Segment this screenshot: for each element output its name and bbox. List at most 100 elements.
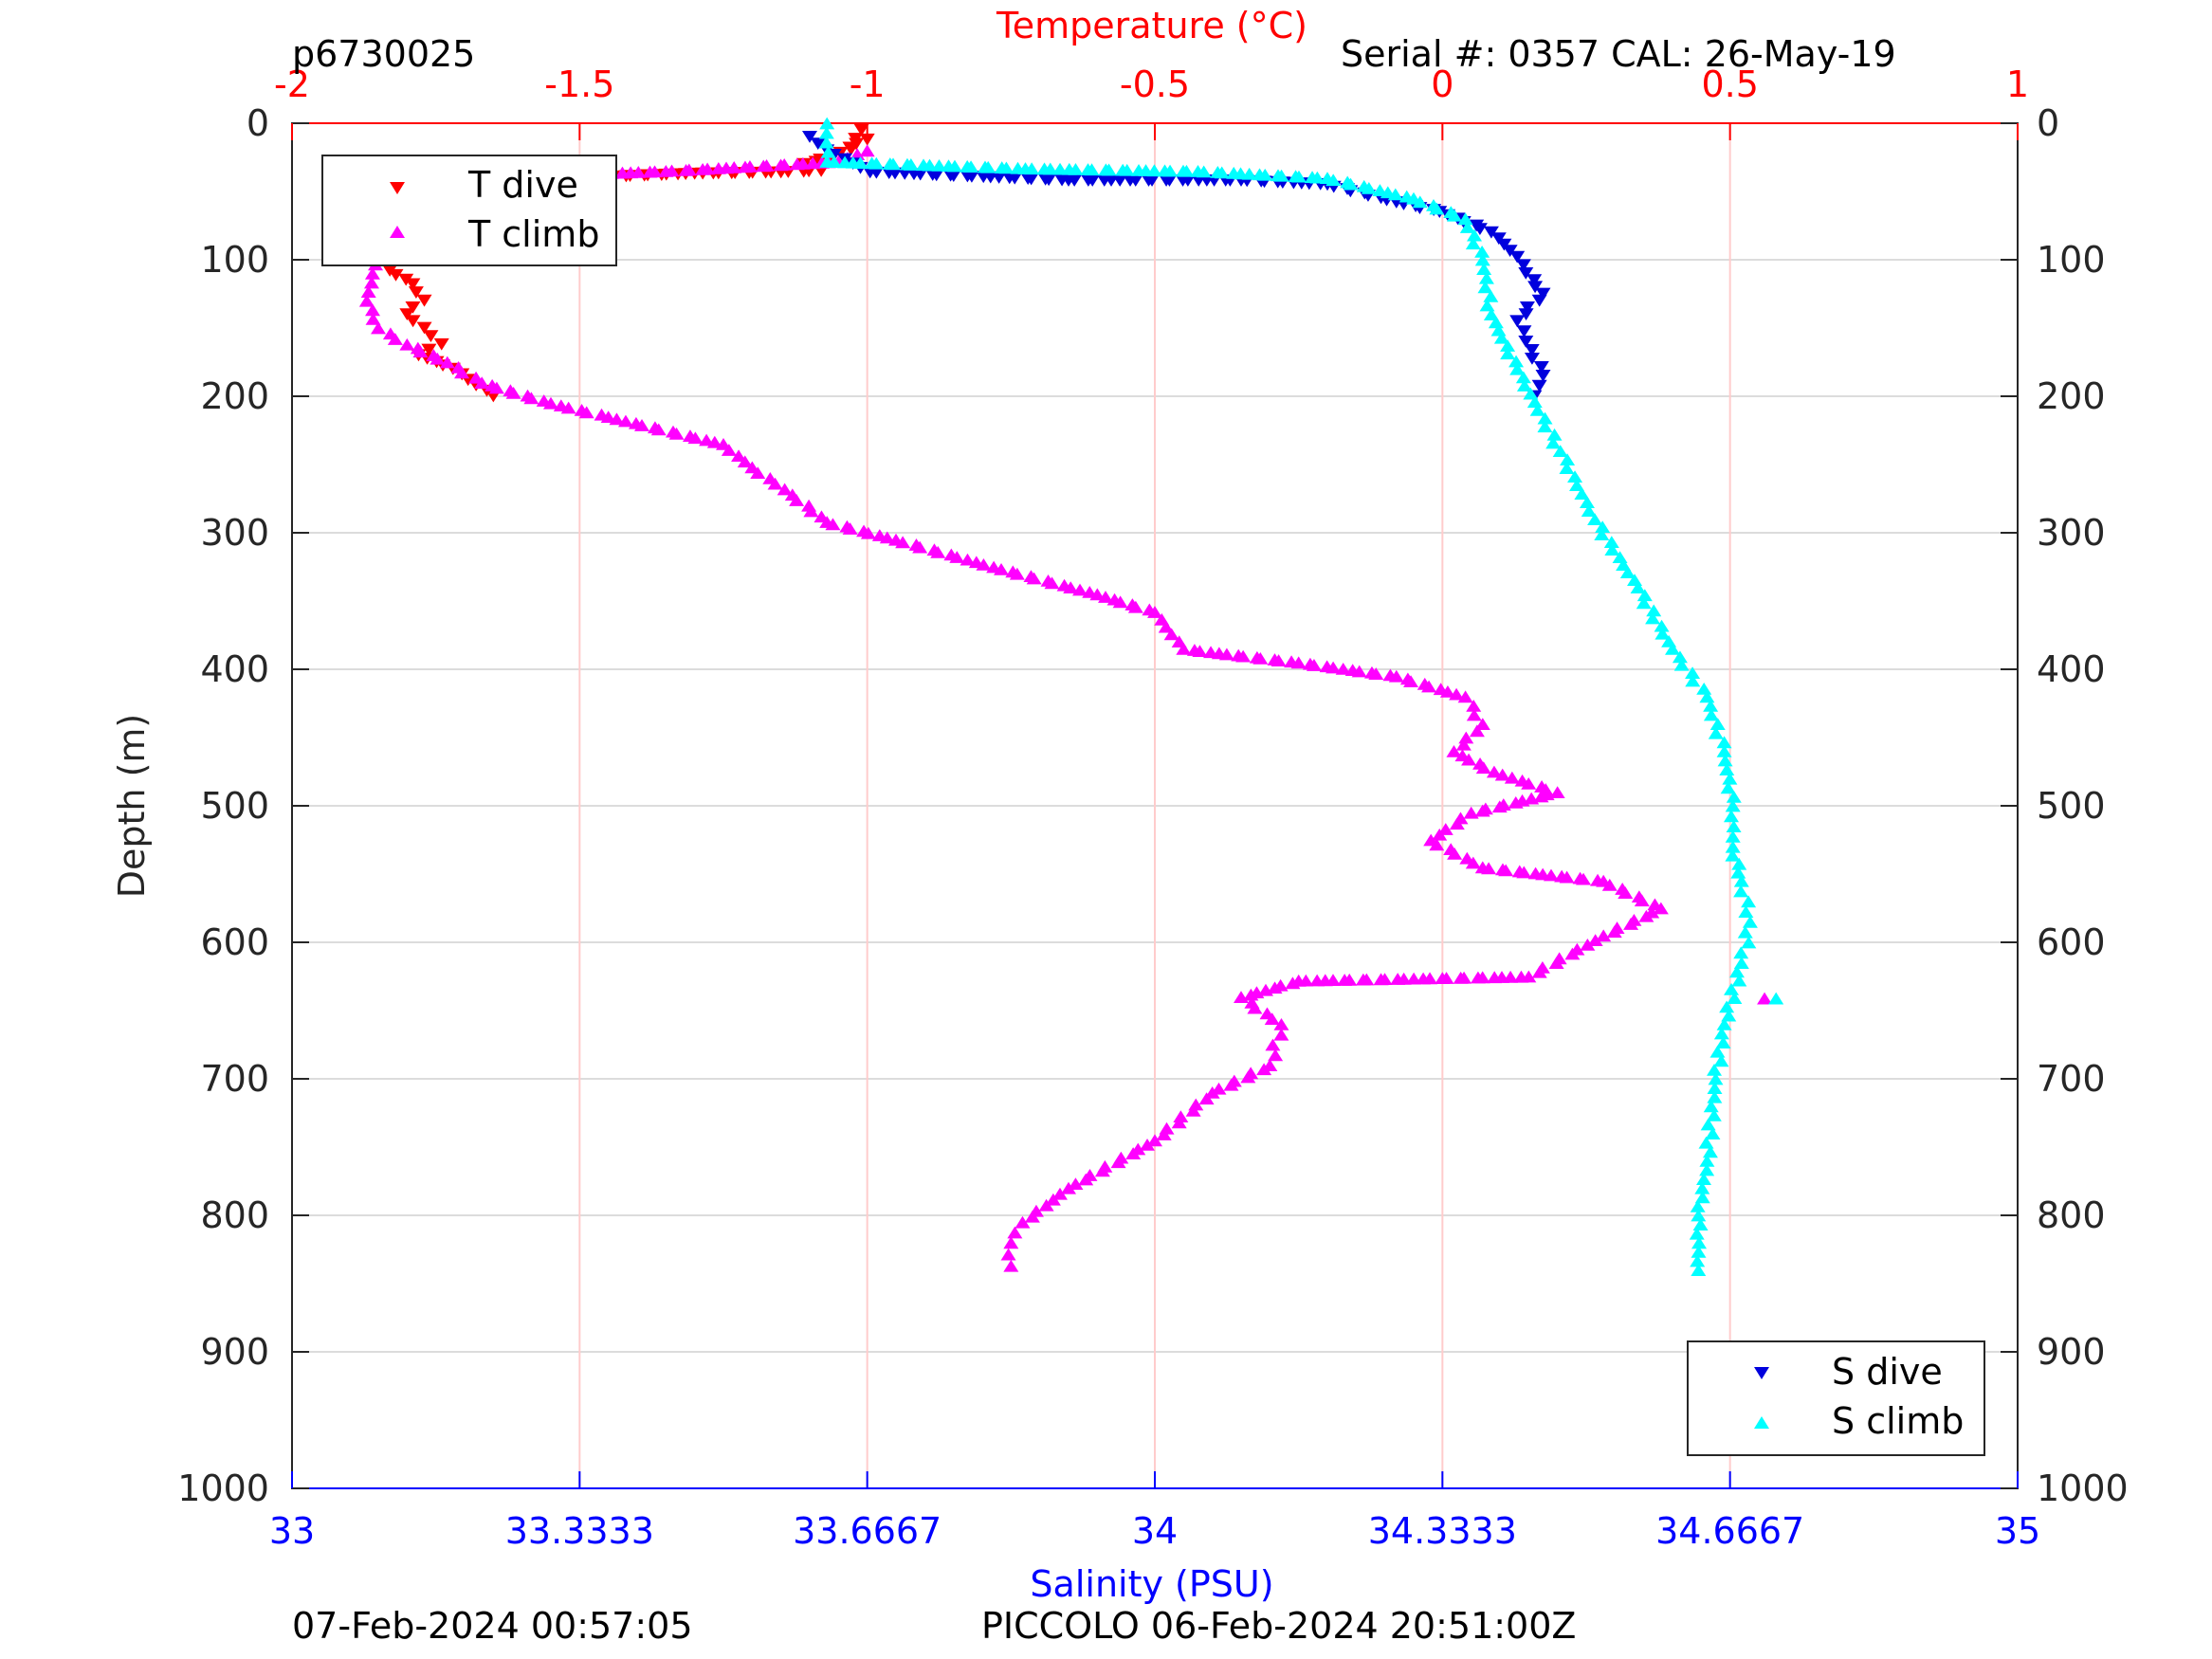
s-climb-point: [1708, 726, 1724, 739]
t-climb-point: [859, 144, 875, 157]
footer-timestamp: 07-Feb-2024 00:57:05: [292, 1605, 693, 1647]
salinity-tick-label: 34.3333: [1368, 1510, 1517, 1552]
t-climb-point: [750, 466, 766, 480]
t-climb-point: [1198, 1092, 1215, 1105]
s-climb-point: [1579, 496, 1595, 508]
t-climb-point: [1368, 667, 1384, 680]
s-climb-point: [963, 160, 979, 173]
s-climb-point: [1477, 281, 1493, 294]
s-climb-point: [852, 156, 868, 169]
t-climb-point: [1094, 1164, 1110, 1177]
s-climb-point: [1309, 171, 1325, 184]
t-climb-point: [1044, 576, 1060, 590]
t-climb-point: [474, 376, 490, 389]
t-climb-point: [1437, 823, 1453, 835]
t-climb-point: [1252, 651, 1269, 665]
t-climb-point: [1147, 606, 1162, 618]
t-climb-point: [737, 160, 753, 173]
s-climb-point: [1703, 1100, 1719, 1113]
depth-tick-label-left: 600: [200, 921, 269, 963]
s-climb-point: [1699, 690, 1715, 703]
salinity-tick-label: 34: [1132, 1510, 1178, 1552]
s-climb-point: [1595, 520, 1611, 533]
legend-t-climb-marker: [390, 226, 405, 238]
depth-tick-label-right: 0: [2037, 102, 2059, 144]
s-climb-point: [1483, 290, 1499, 302]
t-climb-point: [365, 303, 381, 317]
s-climb-point: [1630, 581, 1646, 593]
s-climb-point: [1459, 221, 1475, 233]
t-climb-point: [1416, 972, 1432, 985]
s-climb-point: [1537, 411, 1553, 425]
t-climb-point: [1000, 1248, 1016, 1261]
t-climb-point: [560, 401, 576, 414]
s-dive-point: [1127, 174, 1143, 187]
t-climb-point: [1474, 804, 1490, 817]
s-climb-point: [1567, 470, 1583, 483]
t-climb-point: [960, 553, 976, 566]
s-climb-point: [1723, 810, 1739, 823]
t-climb-point: [430, 352, 446, 365]
s-climb-point: [1429, 202, 1445, 215]
t-climb-point: [1243, 988, 1259, 1001]
t-dive-point: [416, 294, 432, 307]
t-climb-point: [1432, 828, 1448, 841]
depth-tick-label-right: 700: [2037, 1058, 2106, 1100]
s-dive-point: [1023, 173, 1039, 186]
s-dive-point: [868, 166, 885, 179]
temperature-tick-label: -1.5: [544, 64, 614, 105]
s-dive-point: [1516, 325, 1532, 337]
s-climb-point: [1515, 371, 1531, 384]
s-dive-point: [1535, 370, 1551, 382]
s-climb-point: [1691, 1264, 1707, 1276]
s-climb-point: [1483, 308, 1499, 320]
s-dive-point: [802, 131, 817, 143]
t-climb-point: [1127, 600, 1143, 613]
t-dive-point: [421, 343, 437, 356]
t-climb-point: [1596, 929, 1612, 942]
t-climb-point: [1007, 1226, 1023, 1239]
s-dive-point: [963, 170, 979, 183]
t-dive-point: [859, 133, 875, 146]
t-climb-point: [1453, 971, 1469, 984]
temperature-tick-label: 0: [1431, 64, 1453, 105]
t-climb-point: [364, 267, 380, 280]
s-climb-point: [1500, 347, 1516, 360]
depth-tick-label-left: 800: [200, 1194, 269, 1236]
t-climb-point: [1072, 583, 1088, 596]
t-climb-point: [1061, 1181, 1076, 1194]
s-climb-point: [1179, 164, 1195, 177]
t-climb-point: [609, 412, 625, 426]
s-climb-point: [1713, 1054, 1729, 1067]
t-climb-point: [1623, 918, 1639, 930]
t-climb-point: [1351, 665, 1367, 678]
t-climb-point: [412, 345, 429, 358]
t-climb-point: [1192, 645, 1208, 658]
t-climb-point: [678, 163, 694, 176]
t-climb-point: [879, 531, 895, 544]
t-climb-point: [1757, 992, 1773, 1005]
s-climb-point: [1603, 536, 1619, 548]
s-climb-point: [946, 159, 962, 173]
s-climb-point: [1722, 772, 1738, 785]
axis-ticks: [291, 122, 2019, 1489]
t-climb-point: [1449, 687, 1465, 701]
salinity-legend: S dive S climb: [1687, 1340, 1985, 1456]
s-climb-point: [1727, 992, 1743, 1005]
s-climb-point: [980, 160, 996, 173]
s-climb-point: [1719, 1000, 1735, 1013]
t-climb-point: [439, 356, 455, 369]
s-dive-point: [1496, 238, 1512, 251]
s-dive-point: [1519, 301, 1535, 314]
t-climb-point: [650, 423, 667, 436]
s-climb-point: [1476, 263, 1492, 275]
s-climb-point: [1707, 1082, 1723, 1094]
s-dive-point: [1535, 287, 1551, 301]
s-dive-point: [1531, 379, 1547, 392]
s-climb-point: [1689, 1227, 1705, 1240]
legend-t-climb-label: T climb: [467, 213, 599, 255]
t-climb-point: [1491, 800, 1508, 813]
s-climb-point: [1742, 916, 1758, 928]
s-dive-point: [1179, 174, 1196, 187]
s-climb-point: [1146, 164, 1162, 177]
